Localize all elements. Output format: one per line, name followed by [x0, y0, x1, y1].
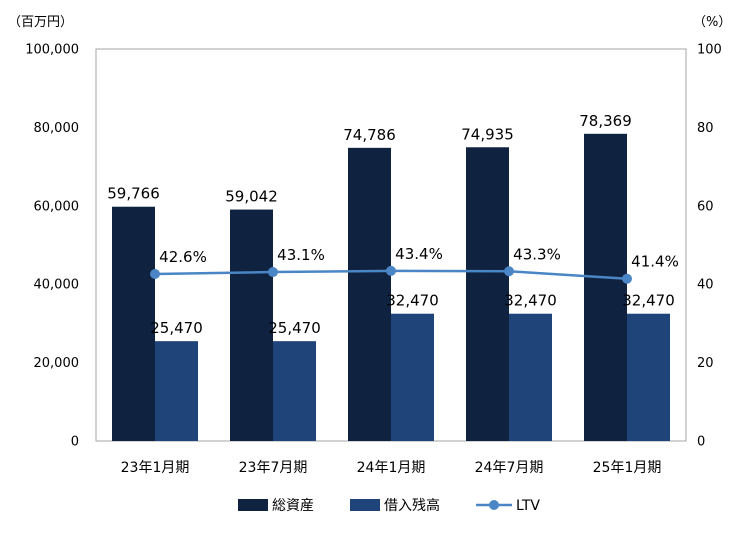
bar-value-label: 59,042 — [225, 188, 278, 206]
right-tick-label: 100 — [697, 43, 722, 58]
bar — [466, 147, 509, 441]
category-label: 24年7月期 — [475, 460, 544, 476]
ltv-value-label: 42.6% — [159, 248, 207, 266]
right-axis: 0 20 40 60 80 100 — [697, 43, 722, 450]
bar-value-label: 32,470 — [386, 292, 439, 310]
bar-value-label: 25,470 — [150, 319, 203, 337]
category-label: 23年1月期 — [121, 460, 190, 476]
category-axis: 23年1月期 23年7月期 24年1月期 24年7月期 25年1月期 — [121, 460, 662, 476]
bar — [155, 341, 198, 441]
left-tick-label: 0 — [71, 435, 79, 450]
bar-value-label: 74,786 — [343, 126, 396, 144]
bar-value-label: 32,470 — [622, 292, 675, 310]
left-tick-label: 100,000 — [25, 43, 79, 58]
left-tick-label: 80,000 — [34, 121, 80, 136]
bars — [112, 133, 670, 442]
bar — [112, 206, 155, 441]
left-axis-unit: （百万円） — [8, 15, 73, 30]
bar — [230, 209, 273, 441]
right-tick-label: 20 — [697, 356, 714, 371]
left-axis: 0 20,000 40,000 60,000 80,000 100,000 — [25, 43, 79, 450]
ltv-value-label: 41.4% — [631, 253, 679, 271]
legend-label: LTV — [516, 498, 540, 514]
bar — [627, 313, 670, 441]
legend-label: 総資産 — [272, 498, 314, 514]
bar-value-label: 25,470 — [268, 319, 321, 337]
ltv-point — [268, 267, 278, 278]
bar — [391, 313, 434, 441]
ltv-point — [386, 265, 396, 276]
right-tick-label: 60 — [697, 199, 714, 214]
bar — [509, 313, 552, 441]
category-label: 23年7月期 — [239, 460, 308, 476]
legend-label: 借入残高 — [384, 497, 440, 514]
ltv-point — [150, 269, 160, 280]
bar — [273, 341, 316, 441]
ltv-value-label: 43.3% — [513, 245, 561, 263]
ltv-value-label: 43.4% — [395, 245, 443, 263]
left-tick-label: 60,000 — [34, 199, 80, 214]
ltv-value-label: 43.1% — [277, 246, 325, 264]
left-tick-label: 40,000 — [34, 278, 80, 293]
right-tick-label: 0 — [697, 435, 705, 450]
bar-value-label: 59,766 — [107, 185, 160, 203]
category-label: 25年1月期 — [593, 460, 662, 476]
legend-swatch — [350, 499, 380, 511]
bar — [584, 133, 627, 441]
bar-value-label: 32,470 — [504, 292, 557, 310]
right-tick-label: 80 — [697, 121, 714, 136]
data-labels: 59,766 59,042 74,786 74,935 78,369 25,470 25,4… — [107, 112, 679, 337]
ltv-line — [150, 265, 632, 284]
bar — [348, 147, 391, 442]
ltv-point — [622, 273, 632, 284]
right-tick-label: 40 — [697, 278, 714, 293]
legend: 総資産 借入残高 LTV — [238, 497, 540, 514]
category-label: 24年1月期 — [357, 460, 426, 476]
legend-swatch-marker — [489, 500, 499, 510]
left-tick-label: 20,000 — [34, 356, 80, 371]
bar-value-label: 74,935 — [461, 125, 514, 143]
right-axis-unit: （%） — [693, 15, 731, 30]
legend-swatch — [238, 499, 268, 511]
ltv-point — [504, 266, 514, 277]
bar-value-label: 78,369 — [579, 112, 632, 130]
